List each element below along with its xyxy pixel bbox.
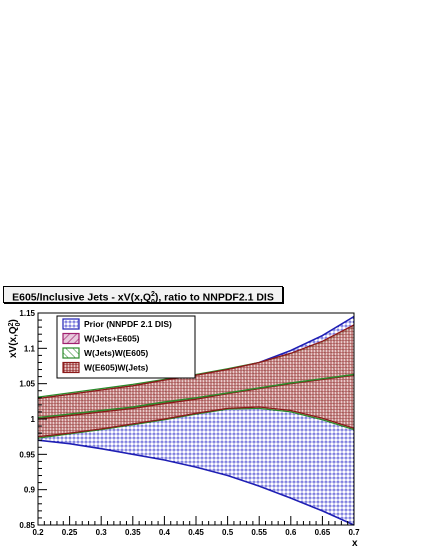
axis-ticks bbox=[37, 312, 355, 526]
x-tick-label: 0.2 bbox=[32, 528, 44, 537]
x-axis-label: x bbox=[352, 538, 358, 549]
legend-label-w-jets-e605: W(Jets+E605) bbox=[84, 334, 140, 344]
y-tick-labels: 0.85 0.9 0.95 1 1.05 1.1 1.15 bbox=[19, 309, 35, 530]
chart-title-main: E605/Inclusive Jets - xV(x,Q bbox=[12, 291, 152, 303]
x-tick-labels: 0.2 0.25 0.3 0.35 0.4 0.45 0.5 0.55 0.6 0.65 0.7 bbox=[32, 528, 360, 537]
band-upper-edge-w-e605-w-jets bbox=[37, 324, 355, 400]
chart-title-sup: 2 bbox=[151, 291, 155, 298]
y-axis-label: xV(x,Q20) bbox=[8, 319, 22, 358]
x-tick-label: 0.65 bbox=[315, 528, 331, 537]
y-tick-label: 1.15 bbox=[19, 309, 35, 318]
legend-label-w-e605-w-jets: W(E605)W(Jets) bbox=[84, 363, 148, 373]
chart-title-tail: ), ratio to NNPDF2.1 DIS bbox=[154, 291, 274, 303]
x-tick-label: 0.6 bbox=[285, 528, 297, 537]
band-lower-edge-w-e605-w-jets bbox=[37, 406, 355, 438]
legend-swatch-prior-nnpdf-2-1-dis bbox=[62, 318, 80, 330]
y-tick-label: 0.85 bbox=[19, 521, 35, 530]
chart-title: E605/Inclusive Jets - xV(x,Q20), ratio t… bbox=[3, 286, 283, 303]
x-tick-label: 0.55 bbox=[251, 528, 267, 537]
legend-label-prior-nnpdf-2-1-dis: Prior (NNPDF 2.1 DIS) bbox=[84, 319, 172, 329]
y-tick-label: 1.05 bbox=[19, 380, 35, 389]
legend-swatch-w-jets-e605 bbox=[62, 332, 80, 345]
central-lines-layer bbox=[37, 373, 355, 420]
chart-title-sub: 0 bbox=[150, 298, 155, 303]
legend-swatch-w-jets-w-e605 bbox=[62, 347, 80, 359]
x-tick-label: 0.7 bbox=[348, 528, 360, 537]
y-tick-label: 1 bbox=[31, 415, 36, 424]
x-tick-label: 0.45 bbox=[188, 528, 204, 537]
y-tick-label: 1.1 bbox=[24, 344, 36, 353]
x-tick-label: 0.4 bbox=[159, 528, 171, 537]
x-tick-label: 0.3 bbox=[96, 528, 108, 537]
central-line-2 bbox=[37, 373, 355, 419]
legend-label-w-jets-w-e605: W(Jets)W(E605) bbox=[84, 348, 148, 358]
legend-swatch-w-e605-w-jets bbox=[62, 361, 80, 374]
x-tick-label: 0.5 bbox=[222, 528, 234, 537]
x-tick-label: 0.35 bbox=[125, 528, 141, 537]
x-tick-label: 0.25 bbox=[62, 528, 78, 537]
band-lower-edge-prior-nnpdf-2-1-dis bbox=[37, 439, 355, 526]
y-tick-label: 0.9 bbox=[24, 486, 36, 495]
legend: Prior (NNPDF 2.1 DIS) W(Jets+E605) W(Jets)… bbox=[56, 315, 196, 379]
band-lower-edge-w-jets-w-e605 bbox=[37, 407, 355, 439]
legend-box bbox=[56, 315, 196, 379]
y-tick-label: 0.95 bbox=[19, 450, 35, 459]
